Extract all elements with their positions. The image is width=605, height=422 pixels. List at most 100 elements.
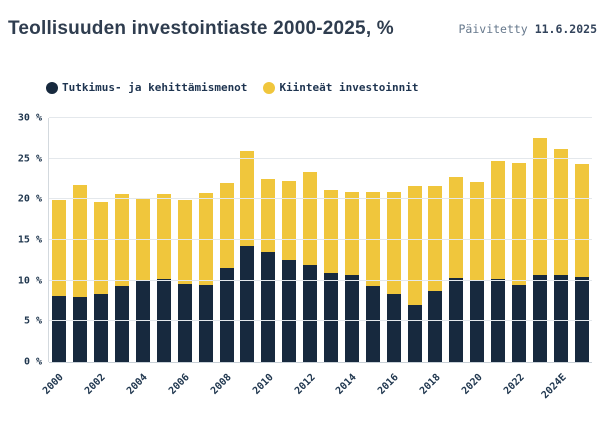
updated-info: Päivitetty 11.6.2025 bbox=[459, 22, 598, 36]
bar-segment-fixed bbox=[324, 189, 339, 273]
stacked-bar bbox=[491, 161, 506, 362]
bar-column bbox=[362, 118, 383, 362]
stacked-bar bbox=[219, 183, 234, 362]
y-tick-label: 15 % bbox=[17, 234, 42, 246]
legend-label-rd: Tutkimus- ja kehittämismenot bbox=[62, 81, 248, 94]
stacked-bar bbox=[574, 163, 589, 362]
stacked-bar bbox=[470, 182, 485, 362]
bar-segment-rd bbox=[365, 286, 380, 362]
bar-segment-fixed bbox=[94, 201, 109, 294]
bar-segment-rd bbox=[177, 283, 192, 362]
bars-layer bbox=[49, 118, 592, 362]
bar-segment-fixed bbox=[219, 183, 234, 269]
bar-column bbox=[425, 118, 446, 362]
bar-segment-fixed bbox=[386, 192, 401, 294]
stacked-bar bbox=[282, 180, 297, 362]
x-axis: 2000 2002 2004 2006 2008 2010 2012 2014 2016 2018… bbox=[41, 362, 592, 408]
y-tick-label: 20 % bbox=[17, 193, 42, 205]
bar-segment-fixed bbox=[198, 192, 213, 285]
stacked-bar bbox=[303, 171, 318, 362]
stacked-bar bbox=[52, 200, 67, 362]
bar-segment-fixed bbox=[553, 148, 568, 275]
bar-segment-fixed bbox=[428, 185, 443, 292]
gridline bbox=[49, 362, 592, 363]
bar-column bbox=[195, 118, 216, 362]
bar-column bbox=[300, 118, 321, 362]
y-tick-label: 10 % bbox=[17, 275, 42, 287]
bar-segment-rd bbox=[198, 284, 213, 362]
bar-column bbox=[174, 118, 195, 362]
bar-column bbox=[341, 118, 362, 362]
bar-column bbox=[446, 118, 467, 362]
bar-column bbox=[571, 118, 592, 362]
stacked-bar bbox=[261, 179, 276, 362]
bar-column bbox=[404, 118, 425, 362]
stacked-bar-chart: 0 % 5 % 10 % 15 % 20 % 25 % 30 % 2000 2002 2004 2… bbox=[0, 113, 592, 408]
page-title: Teollisuuden investointiaste 2000-2025, … bbox=[8, 18, 394, 39]
stacked-bar bbox=[344, 192, 359, 362]
stacked-bar bbox=[365, 192, 380, 362]
bar-segment-fixed bbox=[532, 138, 547, 275]
bar-column bbox=[279, 118, 300, 362]
bar-segment-rd bbox=[470, 280, 485, 362]
bar-segment-rd bbox=[115, 286, 130, 362]
stacked-bar bbox=[386, 192, 401, 362]
bar-column bbox=[467, 118, 488, 362]
bar-segment-fixed bbox=[574, 163, 589, 278]
stacked-bar bbox=[73, 184, 88, 362]
gridline bbox=[49, 198, 592, 200]
bar-column bbox=[529, 118, 550, 362]
plot-area bbox=[48, 117, 592, 363]
stacked-bar bbox=[94, 201, 109, 362]
bar-segment-fixed bbox=[449, 176, 464, 279]
y-tick-label: 5 % bbox=[23, 315, 42, 327]
bar-segment-rd bbox=[512, 284, 527, 362]
gridline bbox=[49, 320, 592, 322]
stacked-bar bbox=[407, 186, 422, 362]
chart-header: Teollisuuden investointiaste 2000-2025, … bbox=[8, 18, 597, 40]
bar-column bbox=[550, 118, 571, 362]
bar-segment-rd bbox=[261, 252, 276, 362]
bar-segment-fixed bbox=[115, 194, 130, 287]
bar-segment-rd bbox=[428, 291, 443, 362]
y-tick-label: 30 % bbox=[17, 112, 42, 124]
legend: Tutkimus- ja kehittämismenot Kiinteät in… bbox=[46, 81, 419, 94]
bar-segment-rd bbox=[240, 245, 255, 362]
stacked-bar bbox=[156, 193, 171, 362]
gridline bbox=[49, 157, 592, 159]
stacked-bar bbox=[115, 194, 130, 362]
stacked-bar bbox=[177, 200, 192, 362]
bar-segment-rd bbox=[407, 305, 422, 362]
y-tick-label: 25 % bbox=[17, 153, 42, 165]
bar-segment-fixed bbox=[470, 182, 485, 281]
bar-segment-fixed bbox=[177, 200, 192, 284]
bar-segment-fixed bbox=[491, 161, 506, 280]
page: Teollisuuden investointiaste 2000-2025, … bbox=[0, 18, 597, 408]
stacked-bar bbox=[512, 162, 527, 362]
bar-segment-rd bbox=[344, 274, 359, 362]
bar-column bbox=[133, 118, 154, 362]
bar-segment-rd bbox=[303, 265, 318, 362]
bar-segment-rd bbox=[449, 278, 464, 362]
stacked-bar bbox=[449, 176, 464, 362]
bar-column bbox=[488, 118, 509, 362]
fixed-legend-dot-icon bbox=[263, 81, 276, 94]
bar-column bbox=[258, 118, 279, 362]
bar-segment-fixed bbox=[261, 179, 276, 253]
bar-segment-rd bbox=[73, 296, 88, 362]
stacked-bar bbox=[240, 151, 255, 362]
bar-segment-rd bbox=[574, 277, 589, 362]
rd-legend-dot-icon bbox=[46, 81, 58, 94]
stacked-bar bbox=[198, 192, 213, 362]
bar-segment-rd bbox=[282, 260, 297, 362]
updated-date: 11.6.2025 bbox=[534, 22, 597, 36]
bar-column bbox=[383, 118, 404, 362]
bar-segment-rd bbox=[553, 274, 568, 362]
bar-column bbox=[321, 118, 342, 362]
y-axis: 0 % 5 % 10 % 15 % 20 % 25 % 30 % bbox=[0, 113, 42, 368]
bar-segment-fixed bbox=[156, 193, 171, 280]
bar-segment-fixed bbox=[52, 200, 67, 297]
gridline bbox=[49, 279, 592, 281]
bar-column bbox=[153, 118, 174, 362]
bar-segment-rd bbox=[136, 280, 150, 362]
